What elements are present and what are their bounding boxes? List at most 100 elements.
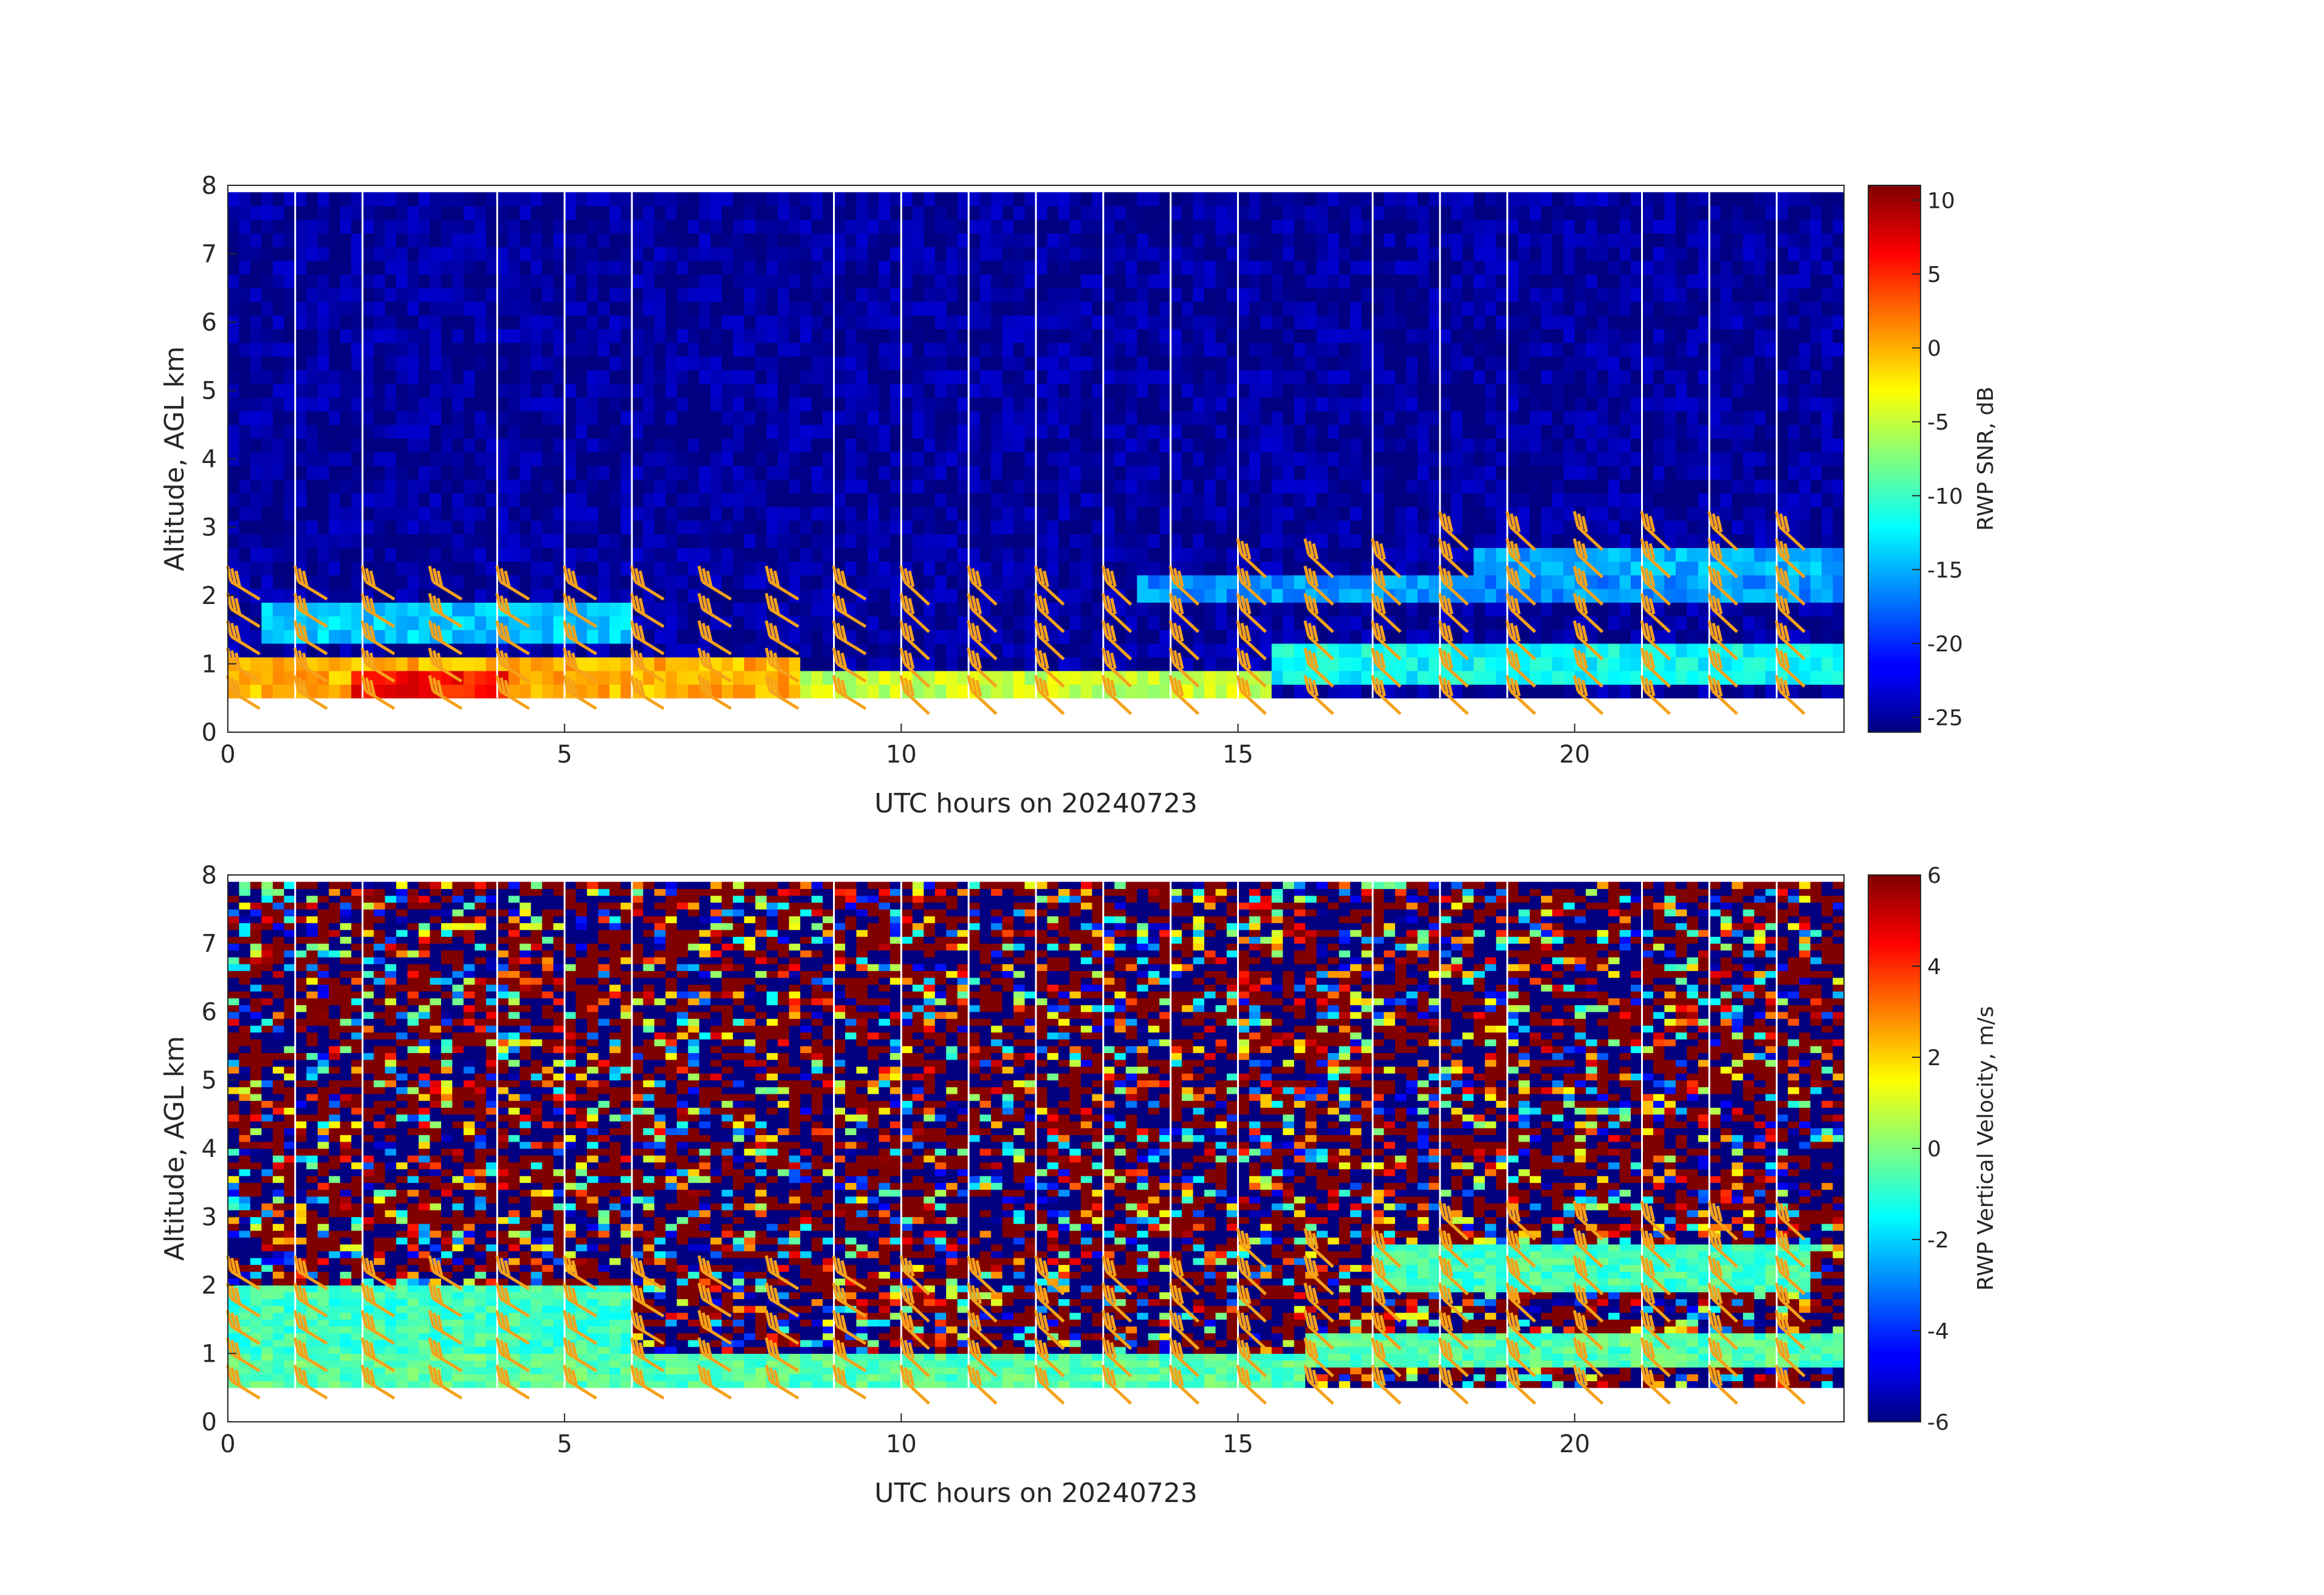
heatmap-cell [1339,561,1351,575]
heatmap-cell [519,575,531,589]
heatmap-cell [363,261,374,275]
heatmap-cell [665,370,677,384]
heatmap-cell [486,616,498,630]
heatmap-cell [812,370,823,384]
heatmap-cell [542,370,554,384]
heatmap-cell [1249,370,1261,384]
heatmap-cell [744,438,756,452]
heatmap-cell [374,425,385,439]
heatmap-cell [733,343,744,357]
heatmap-cell [419,411,430,425]
heatmap-cell [834,261,846,275]
heatmap-cell [284,370,295,384]
heatmap-cell [834,301,846,315]
heatmap-cell [475,671,486,685]
heatmap-cell [856,329,868,343]
heatmap-cell [946,315,958,329]
heatmap-cell [306,370,318,384]
heatmap-cell [1260,261,1272,275]
heatmap-cell [385,383,397,397]
heatmap-cell [845,343,857,357]
heatmap-cell [1003,575,1014,589]
heatmap-cell [1429,425,1441,439]
heatmap-cell [475,411,486,425]
heatmap-cell [430,397,442,411]
heatmap-cell [408,219,419,233]
heatmap-cell [1395,274,1407,288]
heatmap-cell [441,493,453,507]
heatmap-cell [621,520,632,534]
heatmap-cell [856,247,868,261]
heatmap-cell [1373,356,1384,370]
heatmap-cell [1216,452,1227,466]
heatmap-cell [228,507,239,521]
heatmap-cell [1687,575,1698,589]
heatmap-cell [1227,425,1238,439]
heatmap-cell [1003,356,1014,370]
heatmap-cell [385,425,397,439]
heatmap-cell [1440,343,1452,357]
heatmap-cell [632,301,643,315]
heatmap-cell [1563,343,1575,357]
heatmap-cell [1137,465,1148,479]
heatmap-cell [430,356,442,370]
heatmap-cell [958,438,969,452]
heatmap-cell [699,370,711,384]
heatmap-cell [441,438,453,452]
heatmap-cell [1238,370,1250,384]
heatmap-cell [531,452,543,466]
heatmap-cell [1114,547,1126,561]
heatmap-cell [1339,261,1351,275]
heatmap-cell [1058,547,1070,561]
heatmap-cell [1317,479,1328,493]
heatmap-cell [1429,247,1441,261]
heatmap-cell [1395,261,1407,275]
heatmap-cell [812,383,823,397]
heatmap-cell [755,616,767,630]
heatmap-cell [1069,575,1081,589]
heatmap-cell [1137,315,1148,329]
heatmap-cell [554,233,565,247]
heatmap-cell [1069,602,1081,616]
heatmap-cell [374,547,385,561]
heatmap-cell [576,465,588,479]
heatmap-cell [733,247,744,261]
heatmap-cell [722,657,733,671]
heatmap-cell [1429,561,1441,575]
heatmap-cell [1417,356,1429,370]
heatmap-cell [643,465,655,479]
heatmap-cell [318,329,329,343]
heatmap-cell [1631,534,1642,548]
heatmap-cell [1373,329,1384,343]
heatmap-cell [598,465,610,479]
heatmap-cell [1563,329,1575,343]
heatmap-cell [475,438,486,452]
heatmap-cell [1462,247,1474,261]
heatmap-cell [609,629,621,643]
heatmap-cell [812,602,823,616]
heatmap-cell [991,397,1003,411]
heatmap-cell [856,370,868,384]
heatmap-cell [1362,397,1373,411]
heatmap-cell [408,397,419,411]
heatmap-cell [1182,425,1193,439]
heatmap-cell [1339,575,1351,589]
heatmap-cell [486,261,498,275]
heatmap-cell [475,343,486,357]
heatmap-cell [1586,274,1597,288]
heatmap-cell [1283,233,1294,247]
heatmap-cell [868,561,879,575]
heatmap-cell [800,507,812,521]
heatmap-cell [419,602,430,616]
heatmap-cell [1013,671,1025,685]
heatmap-cell [1238,192,1250,206]
heatmap-cell [1137,602,1148,616]
heatmap-cell [1362,301,1373,315]
heatmap-cell [1608,206,1620,220]
heatmap-cell [1317,547,1328,561]
heatmap-cell [688,233,699,247]
heatmap-cell [1182,411,1193,425]
heatmap-cell [1417,397,1429,411]
heatmap-cell [1328,547,1339,561]
heatmap-cell [812,629,823,643]
